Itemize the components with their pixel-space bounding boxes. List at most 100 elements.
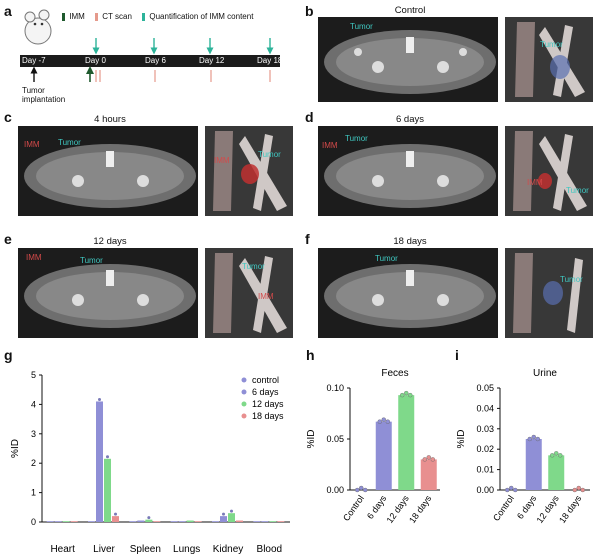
g-y-tick-label: 4 bbox=[31, 399, 36, 409]
timeline-day-0: Day 0 bbox=[85, 56, 106, 65]
g-x-tick-label: Lungs bbox=[173, 544, 200, 554]
g-bar bbox=[186, 520, 194, 522]
g-bar bbox=[261, 521, 269, 522]
h-x-tick-label: 18 days bbox=[407, 493, 434, 525]
h-point bbox=[426, 455, 431, 460]
g-bar bbox=[212, 521, 219, 522]
6d-tumor-label: Tumor bbox=[345, 134, 368, 143]
h-point bbox=[377, 419, 382, 424]
panel-label-b: b bbox=[305, 3, 314, 19]
h-point bbox=[400, 392, 405, 398]
timeline-legend: IMM CT scan Quantification of IMM conten… bbox=[62, 12, 253, 21]
i-point bbox=[550, 453, 555, 458]
g-legend-label: 6 days bbox=[252, 387, 279, 397]
timeline-arrows bbox=[30, 38, 274, 82]
g-bar bbox=[70, 521, 78, 522]
i-point bbox=[531, 434, 536, 440]
12d-imm-label: IMM bbox=[26, 253, 42, 262]
i-y-axis-label: %ID bbox=[456, 430, 467, 449]
h-point bbox=[363, 487, 368, 493]
g-bar bbox=[178, 521, 186, 522]
g-legend-label: 18 days bbox=[252, 411, 284, 421]
i-point bbox=[576, 485, 581, 491]
i-point bbox=[509, 485, 514, 491]
g-point bbox=[147, 516, 151, 520]
i-point bbox=[505, 487, 510, 493]
g-point bbox=[230, 509, 233, 513]
ct-scan-18d bbox=[318, 248, 498, 338]
g-x-tick-label: Heart bbox=[50, 544, 75, 554]
g-legend-label: control bbox=[252, 375, 279, 385]
g-point bbox=[98, 397, 101, 401]
g-bar bbox=[269, 521, 277, 522]
g-y-tick-label: 0 bbox=[31, 517, 36, 527]
panel-label-d: d bbox=[305, 109, 314, 125]
h-point bbox=[385, 419, 390, 424]
g-bar bbox=[153, 521, 161, 522]
render3d-12d bbox=[205, 248, 293, 338]
g-bar bbox=[220, 516, 227, 522]
i-y-tick-label: 0.01 bbox=[476, 465, 494, 475]
timeline-day-18: Day 18 bbox=[257, 56, 283, 65]
h-point bbox=[408, 392, 413, 398]
g-legend-marker bbox=[241, 401, 247, 407]
g-bar bbox=[129, 521, 137, 522]
ct-scan-6d bbox=[318, 126, 498, 216]
chart-g-organ-biodistribution: 0 1 2 3 4 5 %ID Heart Liver Spleen Lungs Kidney Bloo… bbox=[10, 370, 290, 554]
g-point bbox=[222, 512, 225, 516]
h-y-axis-label: %ID bbox=[306, 430, 317, 449]
legend-ct-swatch bbox=[95, 12, 99, 21]
h-point bbox=[404, 390, 409, 396]
i-point bbox=[513, 487, 518, 493]
g-bar bbox=[228, 513, 235, 522]
g-legend-label: 12 days bbox=[252, 399, 284, 409]
g-x-tick-label: Blood bbox=[257, 544, 283, 554]
h-point bbox=[430, 457, 435, 462]
h-y-tick-label: 0.00 bbox=[326, 485, 344, 495]
panel-f-title: 18 days bbox=[393, 236, 427, 247]
i-bar bbox=[525, 439, 542, 490]
h-y-tick-label: 0.05 bbox=[326, 434, 344, 444]
h-bar bbox=[420, 459, 437, 490]
i-y-tick-label: 0.00 bbox=[476, 485, 494, 495]
mouse-illustration bbox=[20, 6, 56, 46]
i-y-tick-label: 0.02 bbox=[476, 444, 494, 454]
panel-label-i: i bbox=[455, 347, 459, 363]
i-point bbox=[558, 453, 563, 458]
panel-label-f: f bbox=[305, 231, 310, 247]
timeline-day-12: Day 12 bbox=[199, 56, 225, 65]
panel-d-title: 6 days bbox=[396, 114, 424, 125]
g-bar bbox=[104, 458, 111, 522]
g-bar bbox=[170, 521, 178, 522]
legend-ct-label: CT scan bbox=[102, 12, 132, 21]
i-x-tick-label: 6 days bbox=[515, 493, 539, 521]
g-point bbox=[106, 455, 109, 459]
12d-imm3d-label: IMM bbox=[258, 292, 274, 301]
i-y-tick-label: 0.05 bbox=[476, 383, 494, 393]
g-x-tick-label: Kidney bbox=[213, 544, 244, 554]
h-bar bbox=[375, 421, 392, 490]
ct-scan-12d bbox=[18, 248, 198, 338]
18d-tumor3d-label: Tumor bbox=[560, 275, 583, 284]
panel-e-title: 12 days bbox=[93, 236, 127, 247]
panel-label-h: h bbox=[306, 347, 315, 363]
g-bar bbox=[54, 521, 62, 522]
h-point bbox=[381, 417, 386, 422]
ct-scan-4h bbox=[18, 126, 198, 216]
ct-scan-control bbox=[318, 17, 498, 102]
panel-label-c: c bbox=[4, 109, 12, 125]
i-x-tick-label: Control bbox=[491, 493, 516, 523]
tumor-implantation-label: Tumor implantation bbox=[22, 86, 66, 104]
legend-quant-label: Quantification of IMM content bbox=[149, 12, 254, 21]
render3d-4h bbox=[205, 126, 293, 216]
g-y-tick-label: 3 bbox=[31, 429, 36, 439]
render3d-6d bbox=[505, 126, 593, 216]
legend-quant-swatch bbox=[142, 12, 146, 21]
4h-imm3d-label: IMM bbox=[214, 156, 230, 165]
g-bar bbox=[62, 521, 70, 522]
g-bar bbox=[112, 516, 119, 522]
g-y-tick-label: 5 bbox=[31, 370, 36, 380]
timeline-day-minus7: Day -7 bbox=[22, 56, 46, 65]
g-y-tick-label: 2 bbox=[31, 458, 36, 468]
